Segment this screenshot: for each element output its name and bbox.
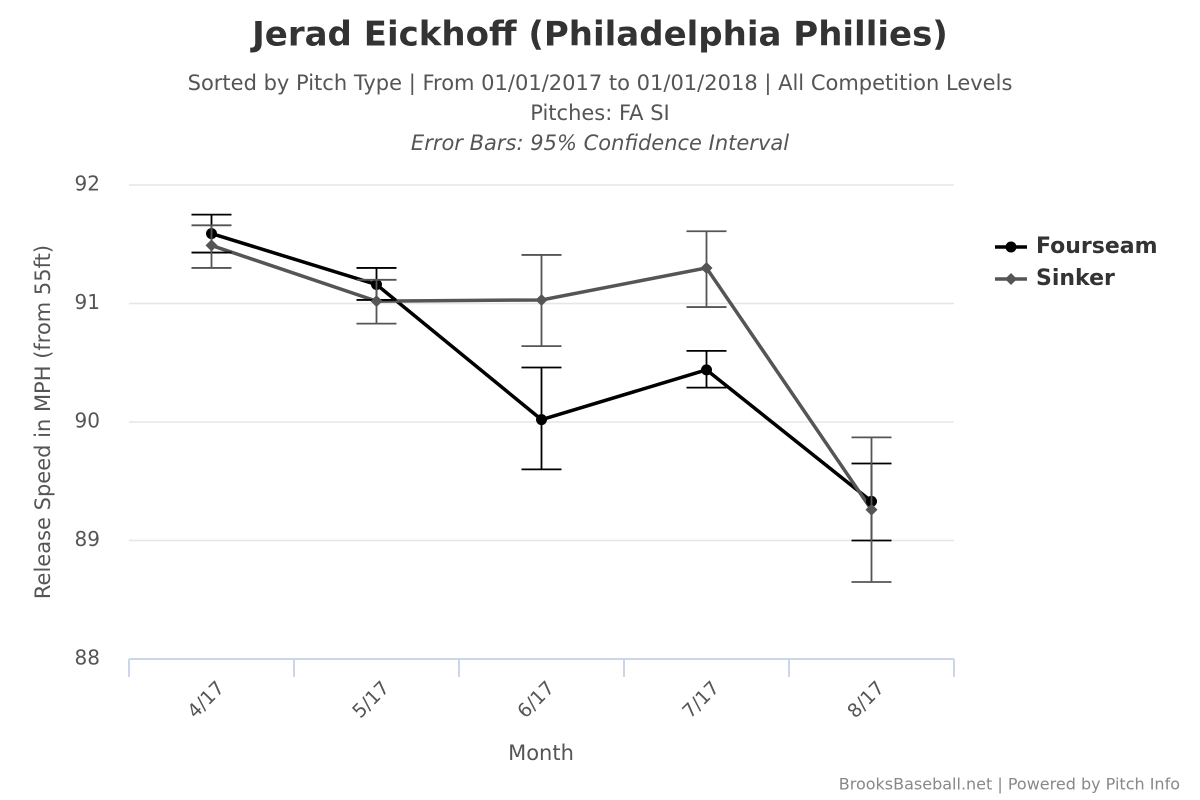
chart-subtitle: Sorted by Pitch Type | From 01/01/2017 t… [188,71,1013,96]
chart-subtitle: Pitches: FA SI [530,101,669,125]
legend-marker [1005,273,1017,285]
y-tick-label: 91 [75,290,100,314]
point [701,364,712,376]
point [535,293,548,306]
y-tick-label: 89 [75,527,100,551]
x-axis-title: Month [508,741,574,765]
point [536,414,547,426]
point [370,295,383,308]
point [700,261,713,274]
legend-label: Fourseam [1036,234,1158,259]
point [865,503,878,516]
legend-label: Sinker [1036,266,1115,291]
y-axis-title: Release Speed in MPH (from 55ft) [31,245,55,599]
point [205,239,218,252]
y-tick-label: 88 [75,646,100,670]
legend-marker [1005,241,1017,253]
chart-note: Error Bars: 95% Confidence Interval [411,131,789,155]
y-tick-label: 90 [75,409,100,433]
chart-title: Jerad Eickhoff (Philadelphia Phillies) [250,15,948,55]
credit: BrooksBaseball.net | Powered by Pitch In… [839,775,1180,794]
y-tick-label: 92 [75,172,100,196]
